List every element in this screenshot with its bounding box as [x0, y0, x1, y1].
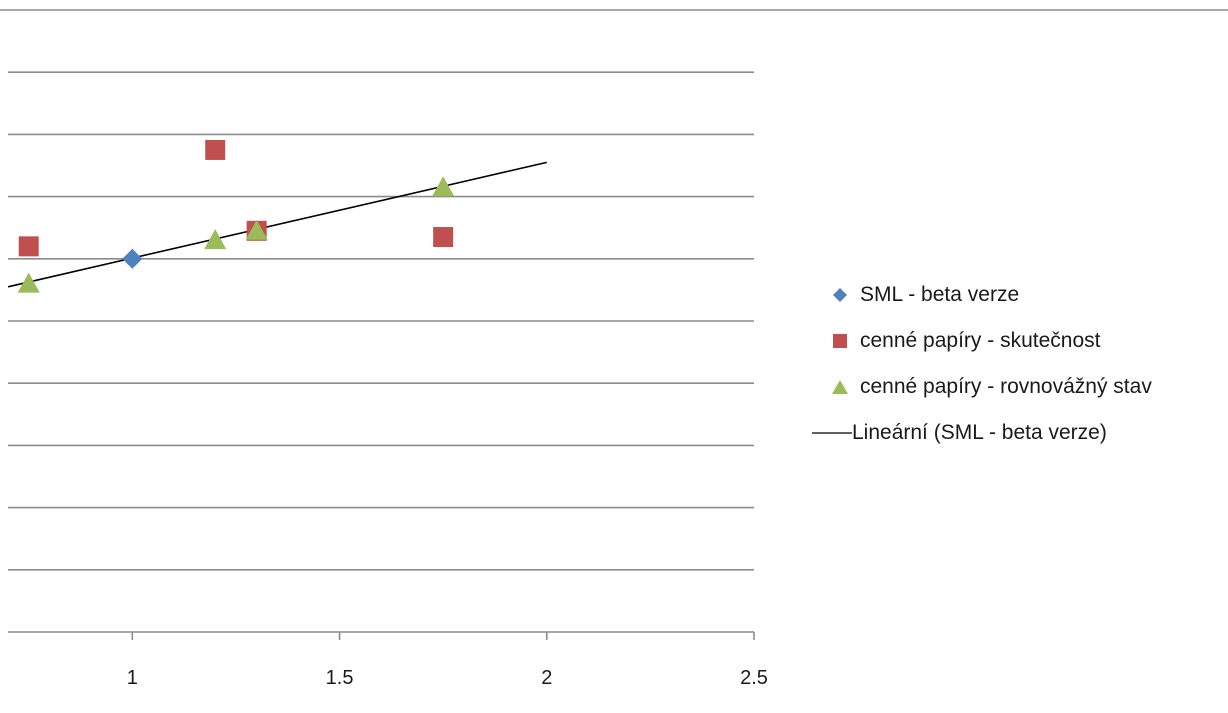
triangle-marker-icon [820, 377, 860, 397]
point-triangle-2-0 [17, 272, 40, 293]
trendline-marker-icon [812, 423, 852, 443]
point-square-1-0 [18, 236, 39, 257]
x-tick-label-1: 1.5 [326, 667, 354, 689]
legend-label-sml: SML - beta verze [860, 283, 1020, 306]
legend-item-trendline: Lineární (SML - beta verze) [812, 410, 1220, 456]
legend-label-trendline: Lineární (SML - beta verze) [852, 421, 1107, 444]
square-marker-icon [820, 331, 860, 351]
point-triangle-2-3 [432, 176, 455, 197]
point-triangle-2-1 [204, 229, 227, 250]
point-diamond-0-0 [122, 248, 143, 269]
point-triangle-2-2 [245, 219, 268, 240]
point-square-1-3 [433, 227, 454, 248]
legend-item-skutecnost: cenné papíry - skutečnost [820, 318, 1220, 364]
point-square-1-1 [205, 139, 226, 160]
legend: SML - beta verze cenné papíry - skutečno… [812, 272, 1220, 456]
legend-label-skutecnost: cenné papíry - skutečnost [860, 329, 1101, 352]
x-tick-label-0: 1 [127, 667, 138, 689]
trendline [7, 161, 547, 288]
diamond-marker-icon [820, 285, 860, 305]
legend-item-sml: SML - beta verze [820, 272, 1220, 318]
legend-item-rovnovazny: cenné papíry - rovnovážný stav [820, 364, 1220, 410]
x-tick-label-3: 2.5 [740, 667, 768, 689]
legend-label-rovnovazny: cenné papíry - rovnovážný stav [860, 375, 1152, 398]
x-tick-label-2: 2 [541, 667, 552, 689]
